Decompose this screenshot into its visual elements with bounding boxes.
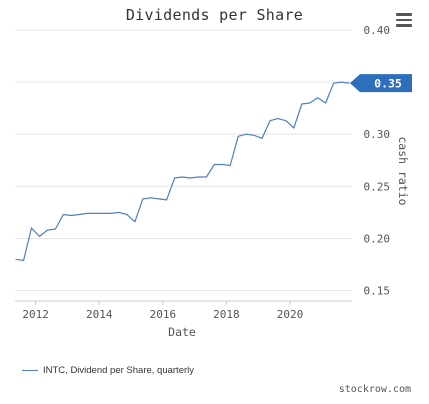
grid-lines bbox=[15, 29, 352, 292]
last-value-badge bbox=[350, 74, 412, 93]
y-tick-label: 0.20 bbox=[364, 232, 391, 245]
y-tick-label: 0.15 bbox=[364, 285, 391, 298]
chart-title: Dividends per Share bbox=[125, 6, 304, 24]
hamburger-menu-icon[interactable] bbox=[396, 13, 412, 27]
y-tick-label: 0.40 bbox=[364, 24, 391, 37]
y-axis-label: cash ratio bbox=[396, 136, 410, 205]
series-line bbox=[15, 81, 350, 261]
x-tick-label: 2020 bbox=[277, 308, 304, 321]
credit-text: stockrow.com bbox=[338, 384, 411, 395]
y-tick-label: 0.25 bbox=[364, 180, 391, 193]
x-tick-label: 2014 bbox=[86, 308, 113, 321]
y-axis-ticks: 0.15 0.20 0.25 0.30 0.35 0.40 bbox=[364, 24, 391, 298]
legend-label: INTC, Dividend per Share, quarterly bbox=[43, 365, 195, 376]
last-value-badge-layer: 0.35 bbox=[350, 74, 412, 93]
y-tick-label: 0.35 bbox=[364, 76, 391, 89]
legend-swatch bbox=[22, 370, 38, 371]
x-axis-label: Date bbox=[168, 325, 196, 339]
last-value-badge-label: 0.35 bbox=[374, 77, 402, 91]
y-tick-label: 0.30 bbox=[364, 128, 391, 141]
x-tick-label: 2018 bbox=[213, 308, 240, 321]
legend[interactable]: INTC, Dividend per Share, quarterly bbox=[22, 365, 194, 376]
x-tick-label: 2016 bbox=[150, 308, 177, 321]
x-tick-label: 2012 bbox=[22, 308, 49, 321]
x-axis-ticks: 2012 2014 2016 2018 2020 bbox=[22, 301, 303, 321]
series-layer bbox=[15, 81, 350, 261]
